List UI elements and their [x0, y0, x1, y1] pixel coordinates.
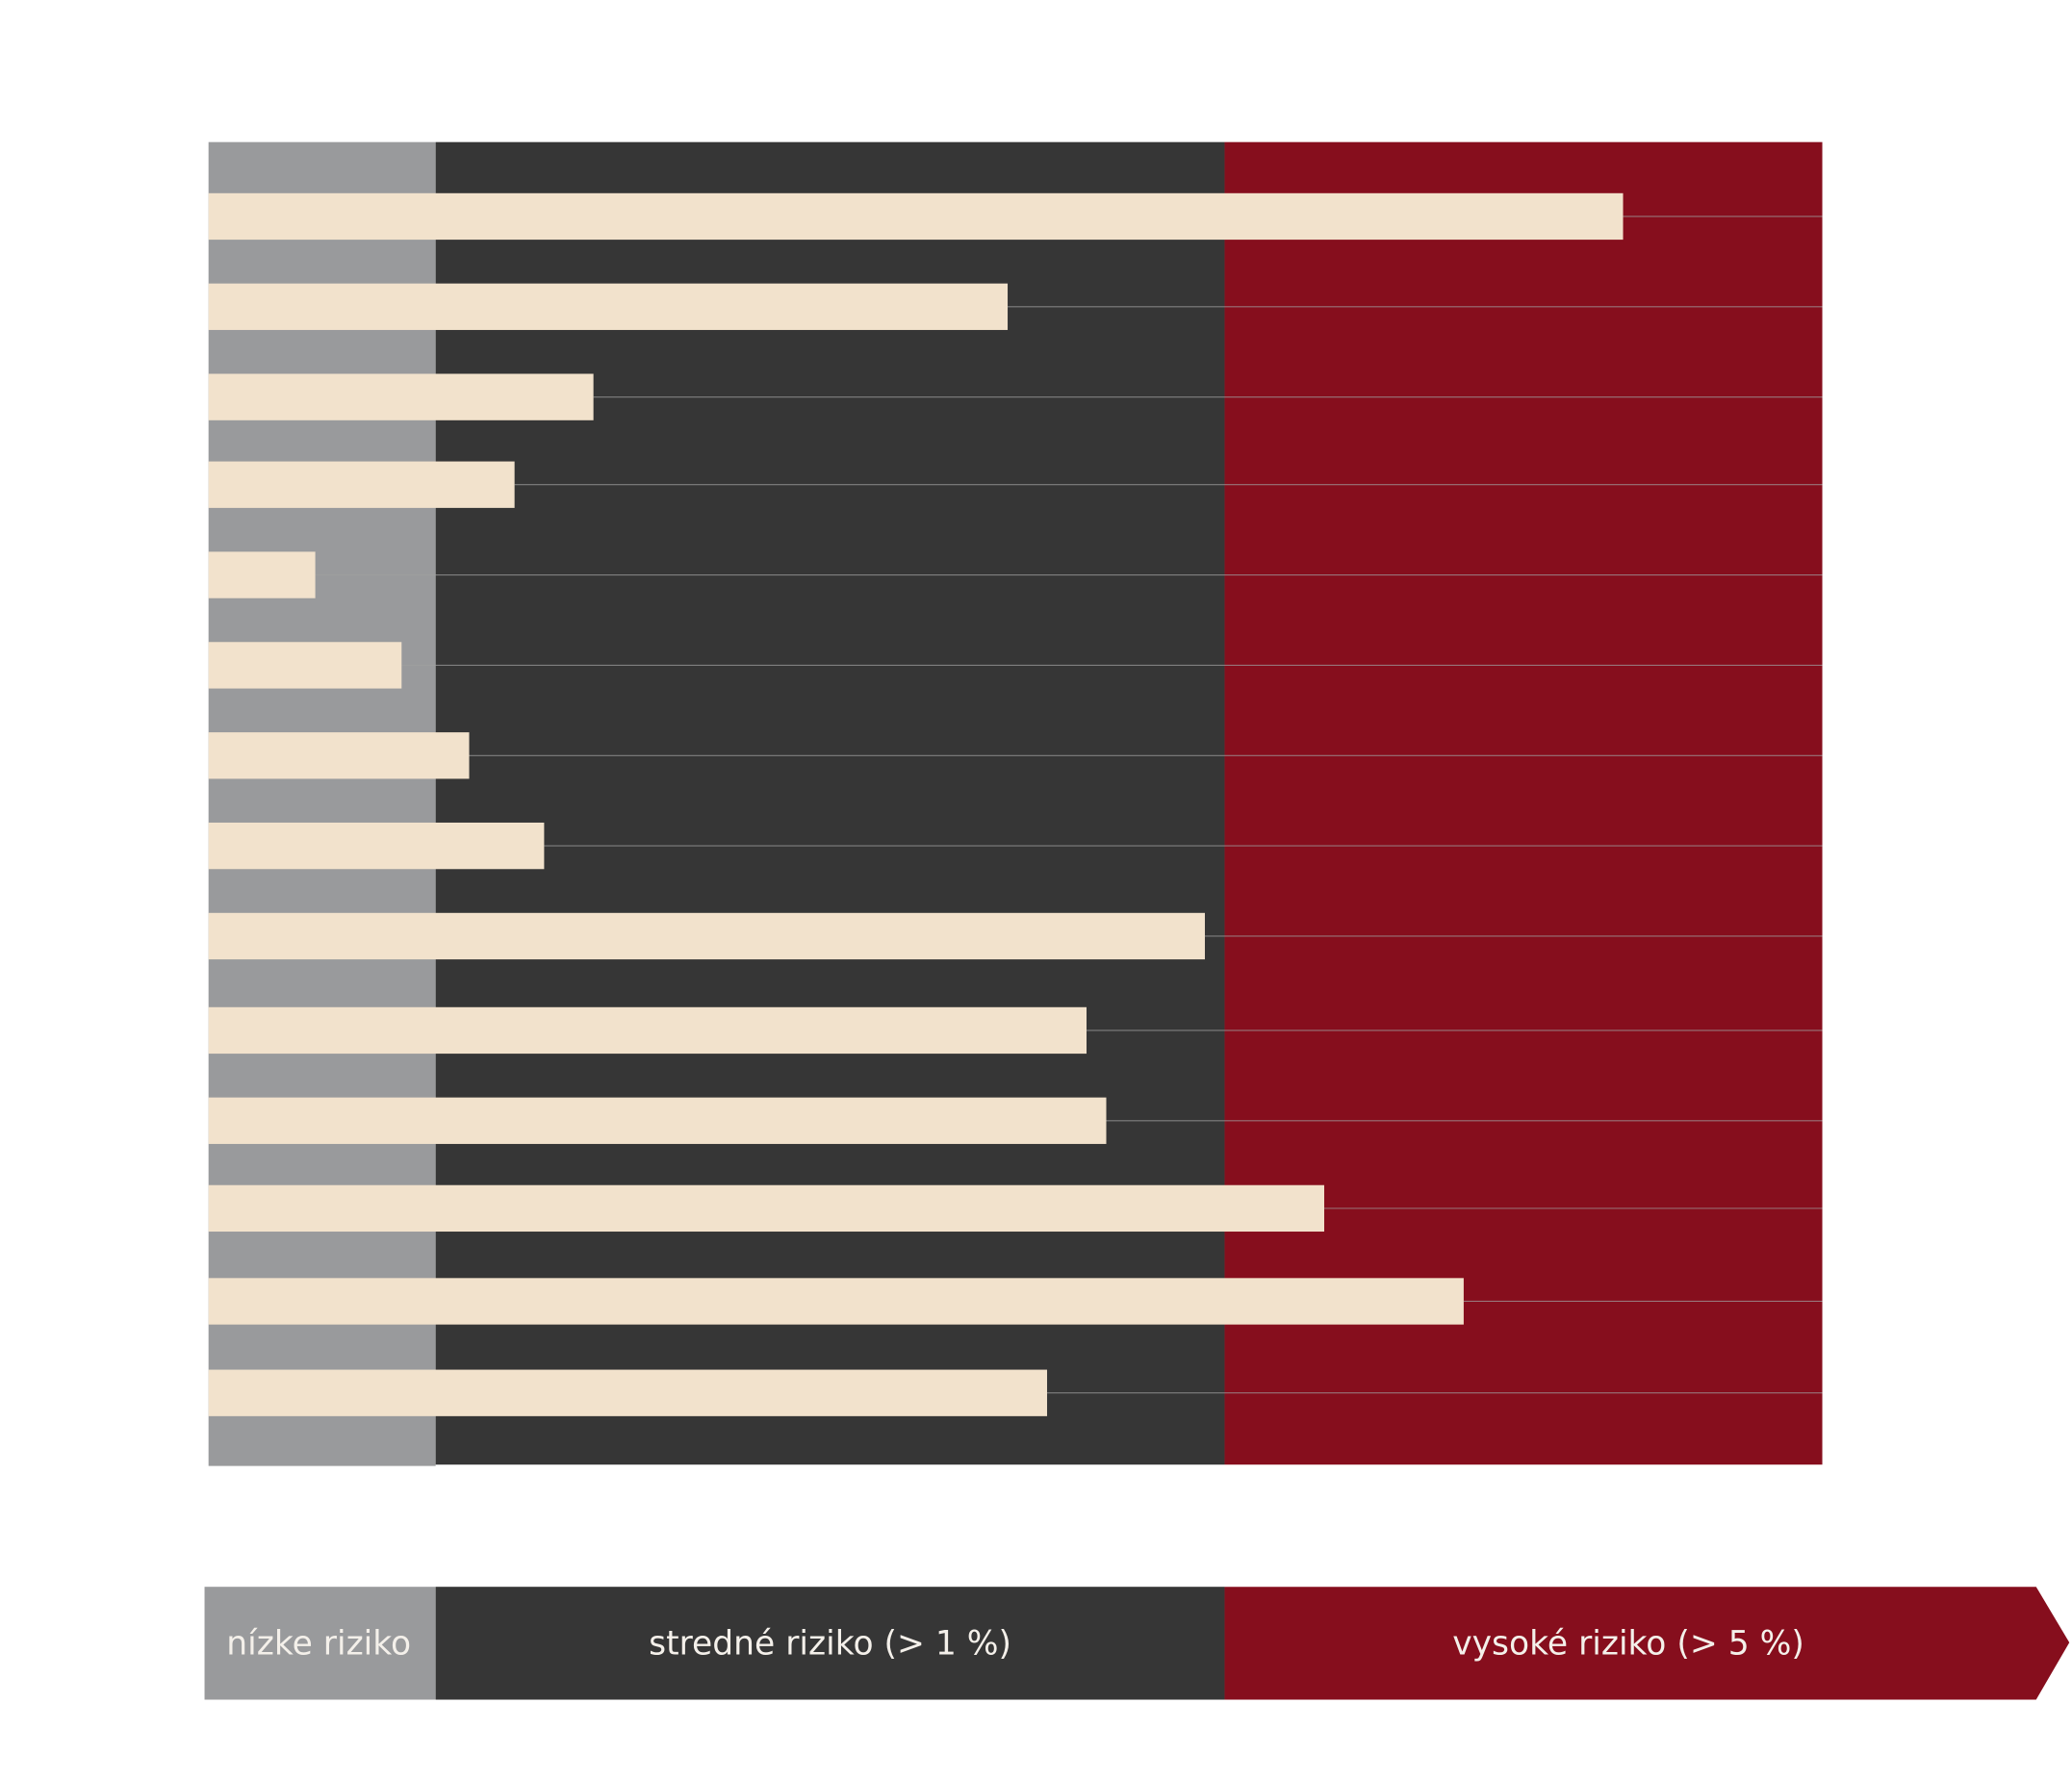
- legend-high-risk-arrow: [1224, 1587, 2070, 1700]
- legend-high-risk-label: vysoké riziko (> 5 %): [1452, 1625, 1804, 1664]
- legend-medium-risk-label: stredné riziko (> 1 %): [649, 1625, 1011, 1664]
- bar: [208, 373, 594, 420]
- legend-low-risk-box: [204, 1587, 436, 1700]
- bar: [208, 1184, 1324, 1233]
- risk-zone-2: [1224, 141, 1823, 1465]
- bar: [208, 1369, 1048, 1416]
- risk-legend: nízke riziko stredné riziko (> 1 %) vyso…: [204, 1587, 2070, 1700]
- bars: [208, 192, 1823, 1416]
- bar: [208, 912, 1205, 960]
- bar: [208, 283, 1009, 330]
- bar: [208, 551, 316, 598]
- legend-low-risk-label: nízke riziko: [226, 1625, 411, 1664]
- bar: [208, 192, 1624, 241]
- risk-zone-0: [208, 141, 436, 1466]
- legend-medium-risk-box: [435, 1587, 1225, 1700]
- bar: [208, 1006, 1087, 1055]
- bar: [208, 461, 515, 508]
- bar: [208, 822, 545, 870]
- risk-zone-backgrounds: [208, 141, 1823, 1466]
- risk-zone-1: [435, 141, 1225, 1465]
- bar: [208, 642, 402, 689]
- bar: [208, 1097, 1107, 1144]
- bar: [208, 732, 470, 779]
- bar: [208, 1278, 1464, 1325]
